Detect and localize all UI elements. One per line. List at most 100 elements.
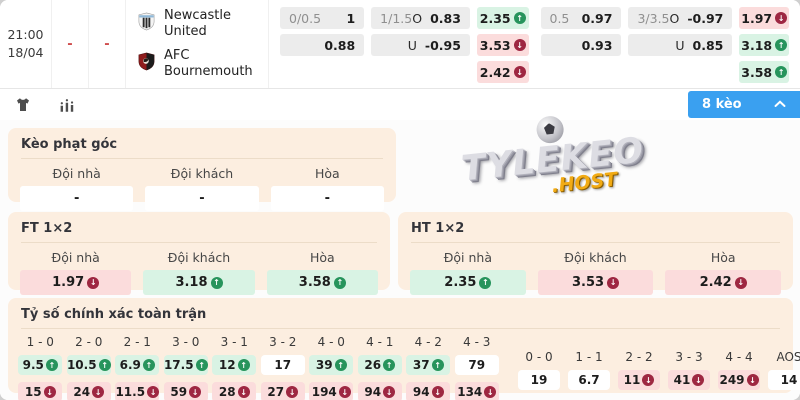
score-odds-cell[interactable]: 37 [406,355,451,375]
score-label: 3 - 0 [172,335,200,349]
trend-icon [383,359,396,371]
score-odds-cell[interactable]: 14 [768,370,800,390]
corner-odds-cell-home[interactable]: - [20,186,134,211]
odds-value: 10.5 [66,358,97,372]
odds-value: 15 [24,385,42,399]
score-odds-cell[interactable]: 134 [454,382,499,400]
score-odds-cell[interactable]: 194 [309,382,354,400]
handicap-cell[interactable]: 0.93 [540,34,622,56]
ft-odds-cell-home[interactable]: 1.97 [20,270,132,295]
trend-icon [189,386,202,398]
trend-icon [607,276,620,289]
over-label: O [669,10,680,26]
bournemouth-crest-icon [137,52,156,76]
trend-icon [642,374,655,386]
handicap-cell[interactable]: 0.88 [280,34,365,56]
score-odds-cell[interactable]: 39 [309,355,354,375]
over-cell[interactable]: 3/3.5 O -0.97 [628,7,733,29]
score-odds-cell[interactable]: 6.9 [115,355,160,375]
under-odds: 0.85 [692,37,724,53]
handicap-odds: 0.93 [581,37,613,53]
score-odds-cell[interactable]: 11.5 [115,382,160,400]
column-header: Đội nhà [51,250,100,265]
score-odds-cell[interactable]: 11 [618,370,660,390]
score-odds-cell[interactable]: 19 [518,370,560,390]
bets-count-button[interactable]: 8 kèo [688,91,800,118]
score-odds-cell[interactable]: 94 [406,382,451,400]
jersey-icon[interactable] [13,95,33,115]
odds-value: 1.97 [741,10,773,26]
score-odds-cell[interactable]: 26 [357,355,402,375]
score-odds-cell[interactable]: 79 [454,355,499,375]
under-label: U [675,37,685,53]
ht-odds-cell-home[interactable]: 2.35 [410,270,526,295]
odds-value: 17.5 [163,358,194,372]
score-odds-cell[interactable]: 41 [668,370,710,390]
ht-odds-row: Đội nhà 2.35 Đội khách 3.53 Hòa [398,243,793,295]
away-team-row[interactable]: AFC Bournemouth [137,48,268,81]
odds-cell-home[interactable]: 2.35 [476,7,529,29]
score-label: 2 - 2 [625,350,653,364]
score-odds-cell[interactable]: 59 [163,382,208,400]
handicap-cell[interactable]: 0.5 0.97 [540,7,622,29]
score-odds-cell[interactable]: 17.5 [163,355,208,375]
ft-odds-cell-draw[interactable]: 3.58 [266,270,378,295]
stats-chart-icon[interactable] [57,95,77,115]
score-column-2-1: 2 - 1 6.9 11.5 [115,333,160,400]
trend-icon [195,359,208,371]
ft-1x2-section: FT 1×2 Đội nhà 1.97 Đội khách 3.18 [8,212,390,295]
under-odds: -0.95 [424,37,461,53]
ht-odds-cell-draw[interactable]: 2.42 [665,270,782,295]
over-cell[interactable]: 1/1.5 O 0.83 [371,7,470,29]
home-team-row[interactable]: Newcastle United [137,8,268,41]
odds-cell-draw[interactable]: 3.58 [739,61,789,83]
odds-value: 39 [315,358,333,372]
score-odds-cell[interactable]: 9.5 [18,355,63,375]
odds-cell-home[interactable]: 1.97 [739,7,789,29]
corner-odds-cell-away[interactable]: - [145,186,259,211]
odds-cell-draw[interactable]: 2.42 [476,61,529,83]
odds-cell-away[interactable]: 3.53 [476,34,529,56]
odds-value: 194 [311,385,337,399]
score-column-3-0: 3 - 0 17.5 59 [163,333,209,400]
score-odds-cell[interactable]: 94 [357,382,402,400]
corner-odds-section: Kèo phạt góc Đội nhà - Đội khách - [8,128,396,211]
total-line: 1/1.5 [380,10,413,26]
score-odds-cell[interactable]: 249 [718,370,760,390]
column-header: Đội khách [170,166,234,181]
score-odds-cell[interactable]: 17 [260,355,305,375]
handicap-cell[interactable]: 0/0.5 1 [280,7,365,29]
score-odds-cell[interactable]: 24 [66,382,111,400]
score-label: 4 - 1 [366,335,394,349]
column-header: Đội nhà [443,250,492,265]
corner-odds-cell-draw[interactable]: - [270,186,384,211]
column-header: Hòa [309,250,335,265]
score-odds-cell[interactable]: 15 [18,382,63,400]
score-column-3-3: 3 - 3 41 [666,348,712,400]
score-odds-cell[interactable]: 27 [260,382,305,400]
score-label: 1 - 1 [575,350,603,364]
odds-value: 79 [468,358,486,372]
trend-icon [775,39,788,51]
under-cell[interactable]: U 0.85 [628,34,733,56]
column-header: Hòa [314,166,340,181]
odds-value: 3.53 [479,37,511,53]
odds-value: 3.18 [741,37,773,53]
score-odds-cell[interactable]: 6.7 [568,370,610,390]
odds-group-1: 0/0.5 1 0.88 1/1.5 O 0.83 U [274,7,535,88]
odds-cell-away[interactable]: 3.18 [739,34,789,56]
score-odds-cell[interactable]: 12 [212,355,257,375]
ft-odds-cell-away[interactable]: 3.18 [143,270,255,295]
score-odds-cell[interactable]: 28 [212,382,257,400]
ht-odds-cell-away[interactable]: 3.53 [537,270,654,295]
score-odds-cell[interactable]: 10.5 [66,355,111,375]
score-column-4-4: 4 - 4 249 [716,348,762,400]
over-odds: -0.97 [687,10,724,26]
score-column-4-1: 4 - 1 26 94 [357,333,403,400]
trend-icon [338,386,351,398]
odds-value: 1.97 [52,275,85,290]
odds-value: 2.42 [479,64,511,80]
handicap-line: 0/0.5 [289,10,322,26]
under-cell[interactable]: U -0.95 [371,34,470,56]
odds-value: 94 [412,385,430,399]
